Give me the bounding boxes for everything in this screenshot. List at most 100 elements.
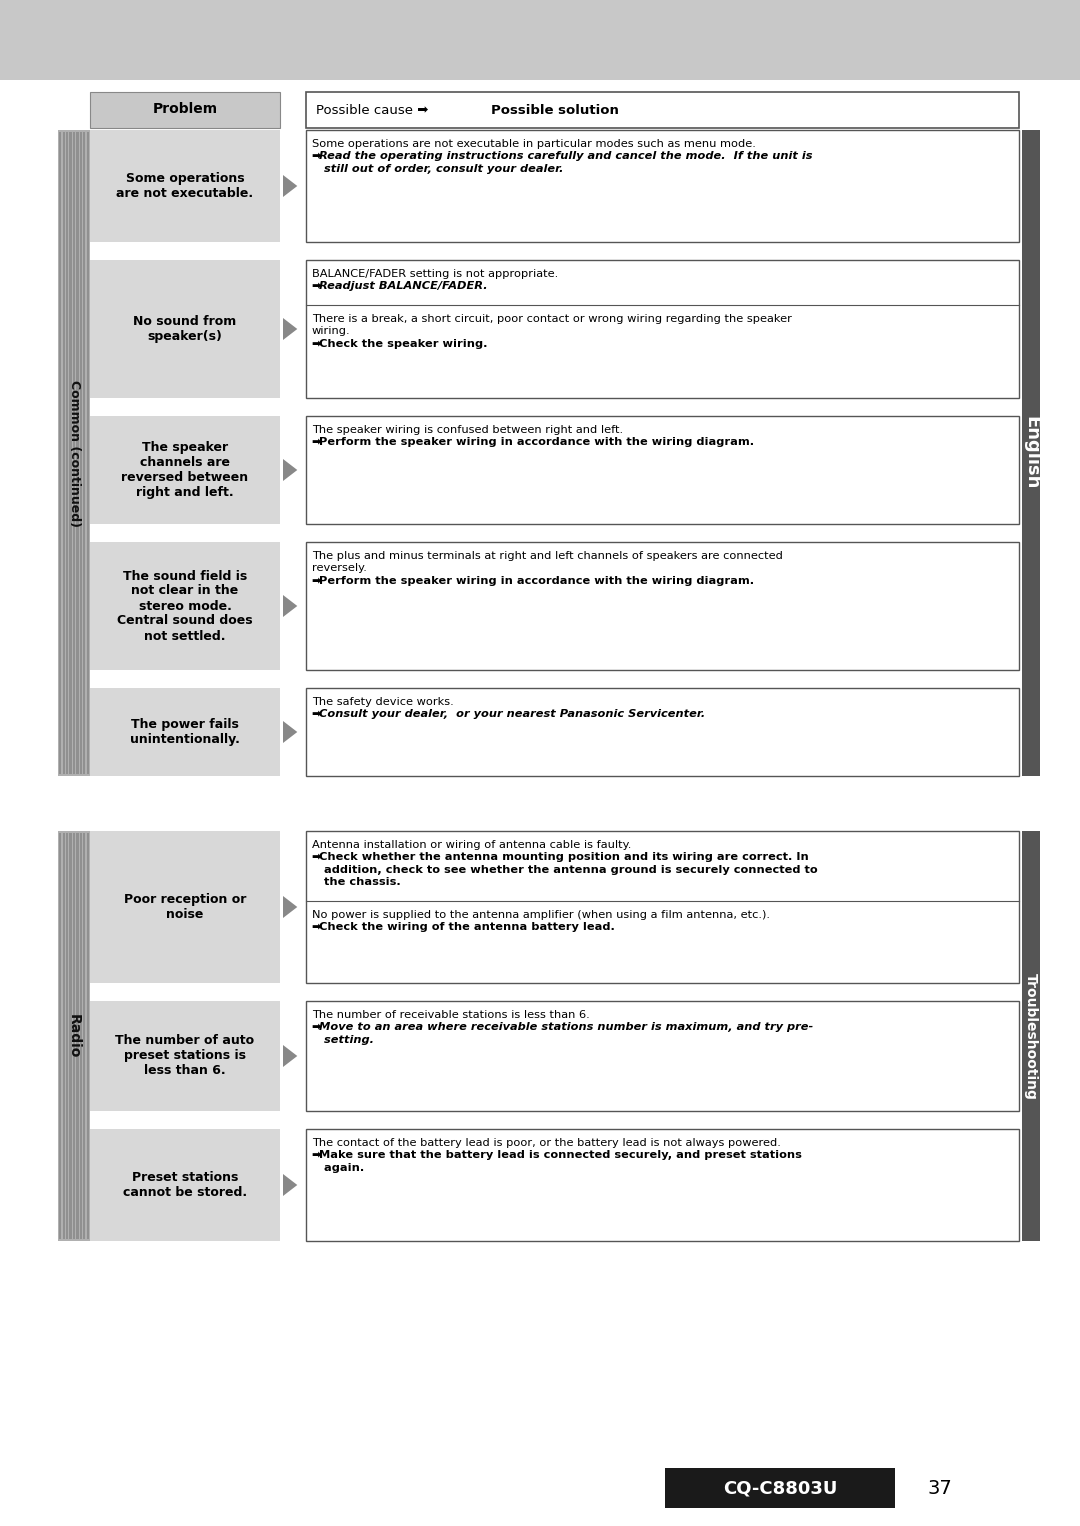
Text: Preset stations
cannot be stored.: Preset stations cannot be stored. [123, 1170, 247, 1199]
Bar [86, 133, 89, 774]
Bar [66, 133, 68, 774]
Text: There is a break, a short circuit, poor contact or wrong wiring regarding the sp: There is a break, a short circuit, poor … [312, 314, 792, 324]
Bar [306, 130, 1020, 243]
Text: still out of order, consult your dealer.: still out of order, consult your dealer. [312, 163, 564, 174]
Bar [306, 1129, 1020, 1241]
Text: Troubleshooting: Troubleshooting [1024, 972, 1038, 1099]
Text: ➡: ➡ [312, 710, 325, 719]
Bar [306, 688, 1020, 777]
Text: reversely.: reversely. [312, 563, 367, 574]
Bar [306, 1001, 1020, 1111]
Bar [90, 92, 280, 128]
Bar [306, 417, 1020, 523]
Text: ➡: ➡ [312, 575, 325, 586]
Bar [83, 833, 85, 1239]
Text: Possible solution: Possible solution [491, 104, 619, 116]
Text: Move to an area where receivable stations number is maximum, and try pre-: Move to an area where receivable station… [319, 1022, 813, 1033]
Text: The speaker wiring is confused between right and left.: The speaker wiring is confused between r… [312, 426, 623, 435]
Polygon shape [283, 459, 297, 481]
Text: Make sure that the battery lead is connected securely, and preset stations: Make sure that the battery lead is conne… [319, 1151, 801, 1160]
Text: Check whether the antenna mounting position and its wiring are correct. In: Check whether the antenna mounting posit… [319, 853, 809, 862]
Text: Common (continued): Common (continued) [67, 380, 81, 526]
Text: ➡: ➡ [312, 1022, 325, 1033]
Text: The contact of the battery lead is poor, or the battery lead is not always power: The contact of the battery lead is poor,… [312, 1138, 781, 1148]
Bar [90, 259, 280, 398]
Text: The safety device works.: The safety device works. [312, 697, 454, 707]
Bar [1022, 130, 1040, 777]
Text: 37: 37 [928, 1479, 953, 1497]
Text: Readjust BALANCE/FADER.: Readjust BALANCE/FADER. [319, 281, 487, 291]
Text: Read the operating instructions carefully and cancel the mode.  If the unit is: Read the operating instructions carefull… [319, 151, 812, 162]
Text: Antenna installation or wiring of antenna cable is faulty.: Antenna installation or wiring of antenn… [312, 839, 632, 850]
Bar [73, 833, 76, 1239]
Text: BALANCE/FADER setting is not appropriate.: BALANCE/FADER setting is not appropriate… [312, 269, 558, 279]
Text: Perform the speaker wiring in accordance with the wiring diagram.: Perform the speaker wiring in accordance… [319, 575, 754, 586]
Text: The speaker
channels are
reversed between
right and left.: The speaker channels are reversed betwee… [121, 441, 248, 499]
Text: The number of auto
preset stations is
less than 6.: The number of auto preset stations is le… [116, 1035, 255, 1077]
Text: Poor reception or
noise: Poor reception or noise [124, 893, 246, 922]
Text: No sound from
speaker(s): No sound from speaker(s) [133, 314, 237, 343]
Bar [59, 133, 62, 774]
Text: the chassis.: the chassis. [312, 877, 401, 888]
Bar [306, 542, 1020, 670]
Bar [80, 133, 82, 774]
Text: English: English [1022, 417, 1040, 490]
Bar [90, 832, 280, 983]
Text: Problem: Problem [152, 102, 217, 116]
Text: ➡: ➡ [312, 1151, 325, 1160]
Polygon shape [283, 896, 297, 919]
Bar [90, 1001, 280, 1111]
Text: ➡: ➡ [312, 438, 325, 447]
Text: The sound field is
not clear in the
stereo mode.
Central sound does
not settled.: The sound field is not clear in the ster… [118, 569, 253, 642]
Polygon shape [283, 1045, 297, 1067]
Text: setting.: setting. [312, 1035, 374, 1045]
Text: Check the speaker wiring.: Check the speaker wiring. [319, 339, 487, 349]
Bar [0, 0, 1080, 79]
Text: Some operations are not executable in particular modes such as menu mode.: Some operations are not executable in pa… [312, 139, 756, 150]
Bar [77, 133, 79, 774]
Bar [69, 133, 71, 774]
Bar [63, 133, 65, 774]
Bar [80, 833, 82, 1239]
Text: CQ-C8803U: CQ-C8803U [723, 1479, 837, 1497]
Text: Radio: Radio [67, 1013, 81, 1058]
Text: Check the wiring of the antenna battery lead.: Check the wiring of the antenna battery … [319, 922, 615, 932]
Polygon shape [283, 317, 297, 340]
Bar [90, 542, 280, 670]
Bar [73, 133, 76, 774]
Text: Perform the speaker wiring in accordance with the wiring diagram.: Perform the speaker wiring in accordance… [319, 438, 754, 447]
Bar [90, 1129, 280, 1241]
Bar [90, 130, 280, 243]
Bar [1022, 832, 1040, 1241]
Text: ➡: ➡ [312, 281, 325, 291]
Text: ➡: ➡ [312, 339, 325, 349]
Text: again.: again. [312, 1163, 364, 1173]
Text: Consult your dealer,  or your nearest Panasonic Servicenter.: Consult your dealer, or your nearest Pan… [319, 710, 705, 719]
Text: The number of receivable stations is less than 6.: The number of receivable stations is les… [312, 1010, 590, 1019]
Bar [83, 133, 85, 774]
Bar [86, 833, 89, 1239]
Bar [58, 832, 90, 1241]
Bar [306, 259, 1020, 398]
Bar [69, 833, 71, 1239]
Text: wiring.: wiring. [312, 327, 351, 336]
Bar [306, 832, 1020, 983]
Text: No power is supplied to the antenna amplifier (when using a film antenna, etc.).: No power is supplied to the antenna ampl… [312, 909, 770, 920]
Text: Possible cause ➡: Possible cause ➡ [316, 104, 433, 116]
Bar [77, 833, 79, 1239]
Polygon shape [283, 1173, 297, 1196]
Bar [63, 833, 65, 1239]
Polygon shape [283, 595, 297, 617]
Bar [306, 92, 1020, 128]
Polygon shape [283, 720, 297, 743]
Bar [90, 688, 280, 777]
Text: The power fails
unintentionally.: The power fails unintentionally. [130, 719, 240, 746]
Text: ➡: ➡ [312, 922, 325, 932]
Bar [90, 417, 280, 523]
Bar [66, 833, 68, 1239]
Text: The plus and minus terminals at right and left channels of speakers are connecte: The plus and minus terminals at right an… [312, 551, 783, 562]
Text: ➡: ➡ [312, 853, 325, 862]
Text: addition, check to see whether the antenna ground is securely connected to: addition, check to see whether the anten… [312, 865, 818, 874]
Bar [665, 1468, 895, 1508]
Text: ➡: ➡ [312, 151, 325, 162]
